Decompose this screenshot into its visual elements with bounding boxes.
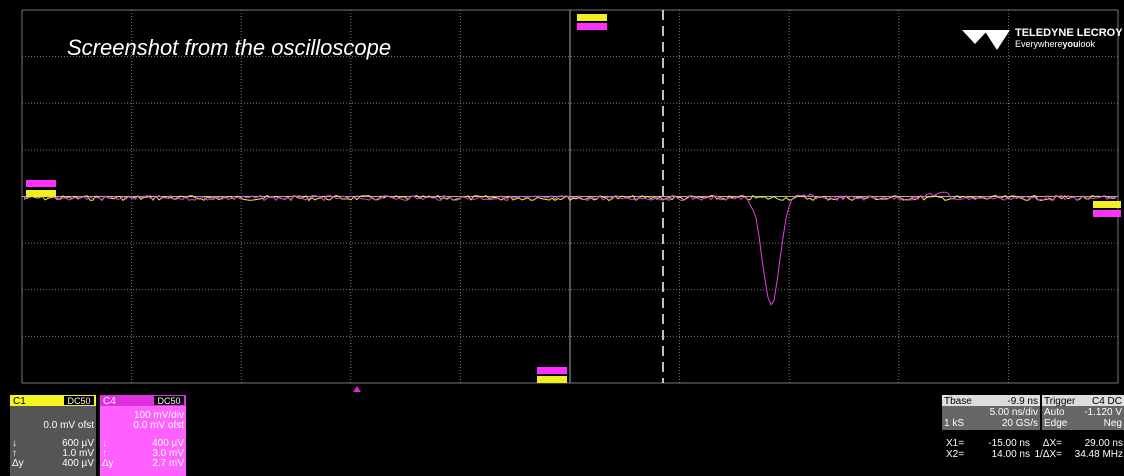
channel-tag [1093, 201, 1121, 208]
channel-label: C1 [13, 396, 26, 407]
info-text: Edge [1044, 418, 1068, 429]
info-text: -1.120 V [1084, 407, 1122, 418]
cursor-value: 34.48 MHz [1075, 449, 1123, 460]
measure-name: Δy [102, 458, 114, 469]
tagline-part: you [1063, 39, 1079, 49]
cursor-name: X1= [946, 438, 964, 449]
channel-tag [537, 367, 567, 374]
coupling: DC50 [67, 396, 90, 406]
channel-tag [1093, 210, 1121, 217]
info-text: Auto [1044, 407, 1065, 418]
channel-tag [26, 190, 56, 197]
info-text: 1 kS [944, 418, 964, 429]
tagline-part: look [1079, 39, 1096, 49]
cursor-name: ΔX= [1043, 438, 1062, 449]
info-text: C4 DC [1092, 396, 1122, 407]
channel-tag [577, 23, 607, 30]
info-text: Tbase [944, 396, 972, 407]
info-text: Neg [1104, 418, 1122, 429]
info-text: 20 GS/s [1002, 418, 1038, 429]
coupling: DC50 [157, 396, 180, 406]
brand-name: TELEDYNE LECROY [1015, 27, 1123, 39]
channel-tag [577, 14, 607, 21]
measure-value: 400 µV [62, 458, 94, 469]
cursor-name: X2= [946, 449, 964, 460]
channel-tag [537, 376, 567, 383]
cursor-name: 1/ΔX= [1034, 449, 1062, 460]
measure-value: 2.7 mV [152, 458, 184, 469]
scope-display: Screenshot from the oscilloscope TELEDYN… [0, 0, 1124, 476]
channel-tag [26, 180, 56, 187]
oscilloscope-screen: Screenshot from the oscilloscope TELEDYN… [0, 0, 1124, 476]
measure-name: Δy [12, 458, 24, 469]
brand-tagline: Everywhereyoulook [1015, 39, 1096, 49]
channel-setting: 0.0 mV ofst [133, 420, 184, 431]
cursor-value: 29.00 ns [1085, 438, 1123, 449]
info-text: -9.9 ns [1007, 396, 1038, 407]
cursor-value: 14.00 ns [992, 449, 1030, 460]
cursor-value: -15.00 ns [988, 438, 1030, 449]
info-text: 5.00 ns/div [990, 407, 1038, 418]
tagline-part: Everywhere [1015, 39, 1063, 49]
channel-label: C4 [103, 396, 116, 407]
info-text: Trigger [1044, 396, 1076, 407]
channel-setting: 0.0 mV ofst [43, 420, 94, 431]
screen-title: Screenshot from the oscilloscope [67, 35, 391, 60]
